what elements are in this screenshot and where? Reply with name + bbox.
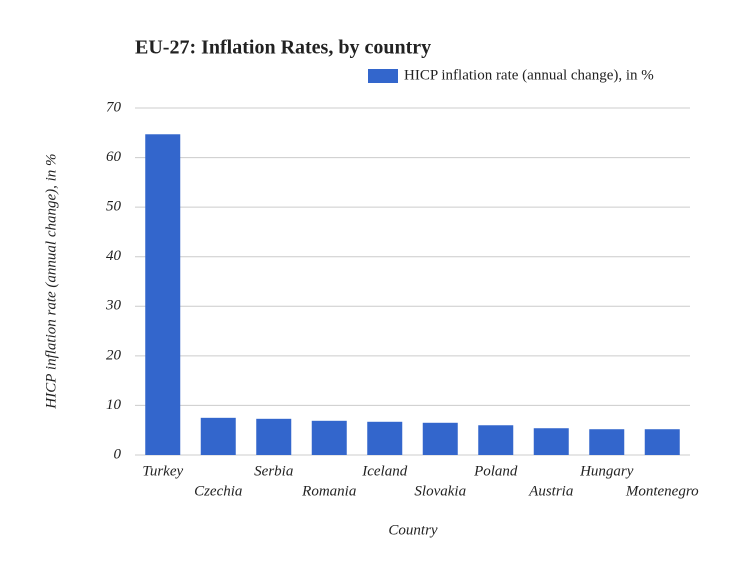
x-tick-label: Austria xyxy=(528,483,573,499)
x-tick-label: Romania xyxy=(301,483,356,499)
y-tick-label: 20 xyxy=(106,347,122,363)
x-tick-label: Serbia xyxy=(254,463,293,479)
y-tick-label: 70 xyxy=(106,99,122,115)
x-tick-label: Czechia xyxy=(194,483,242,499)
y-tick-label: 40 xyxy=(106,248,122,264)
bar xyxy=(200,417,236,455)
legend-label: HICP inflation rate (annual change), in … xyxy=(404,67,654,83)
y-tick-label: 0 xyxy=(114,446,122,462)
y-tick-label: 30 xyxy=(105,298,122,314)
bar xyxy=(367,421,403,455)
bar xyxy=(422,422,458,455)
y-axis-title: HICP inflation rate (annual change), in … xyxy=(43,153,59,409)
x-tick-label: Iceland xyxy=(361,463,407,479)
bar xyxy=(589,429,625,455)
x-tick-label: Turkey xyxy=(142,463,183,479)
x-tick-label: Poland xyxy=(473,463,518,479)
y-tick-label: 50 xyxy=(106,199,122,215)
y-tick-label: 60 xyxy=(106,149,122,165)
bar xyxy=(256,418,292,455)
bar xyxy=(145,134,181,455)
bar xyxy=(311,420,347,455)
chart-title: EU-27: Inflation Rates, by country xyxy=(135,37,431,59)
y-tick-label: 10 xyxy=(106,397,122,413)
x-tick-label: Hungary xyxy=(579,463,634,479)
x-tick-label: Slovakia xyxy=(414,483,466,499)
x-tick-label: Montenegro xyxy=(625,483,699,499)
bar xyxy=(533,428,569,455)
legend-swatch xyxy=(368,69,398,83)
x-axis-title: Country xyxy=(388,522,438,538)
bar xyxy=(644,429,680,455)
bar xyxy=(478,425,514,455)
